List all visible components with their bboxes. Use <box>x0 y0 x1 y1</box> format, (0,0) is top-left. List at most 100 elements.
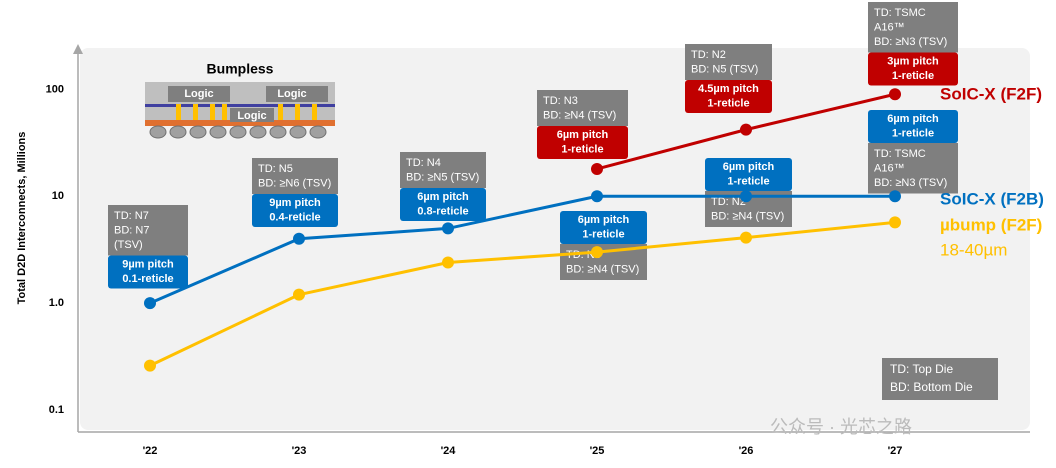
pitch-box <box>252 194 338 227</box>
info-text: BD: N7 <box>114 225 149 237</box>
info-text: TD: N4 <box>406 157 441 169</box>
point <box>144 359 156 372</box>
pitch-text: 3µm pitch <box>887 56 939 68</box>
info-text: BD: ≥N5 (TSV) <box>406 172 479 184</box>
point <box>144 297 156 310</box>
info-text: TD: N3 <box>543 95 578 107</box>
pitch-text: 1-reticle <box>892 70 934 82</box>
point <box>889 216 901 229</box>
info-text: TD: N2 <box>711 196 746 208</box>
y-tick-label: 10 <box>52 190 64 202</box>
info-box <box>400 152 486 188</box>
legend-entry: SoIC-X (F2B) <box>940 189 1044 208</box>
info-box <box>868 2 958 53</box>
x-tick-label: '26 <box>739 445 754 457</box>
inset-vias <box>176 104 317 120</box>
pitch-text: 6µm pitch <box>557 129 609 141</box>
x-tick-label: '22 <box>143 445 158 457</box>
inset-die <box>230 108 274 122</box>
info-text: BD: ≥N3 (TSV) <box>874 177 947 189</box>
x-tick-label: '24 <box>441 445 457 457</box>
pitch-box <box>560 211 647 244</box>
pitch-box <box>537 126 628 159</box>
y-axis-arrow <box>73 44 83 54</box>
pitch-text: 9µm pitch <box>269 197 321 209</box>
pitch-text: 6µm pitch <box>578 214 630 226</box>
pitch-box <box>108 255 188 289</box>
pitch-text: 1-reticle <box>582 229 624 241</box>
info-text: BD: ≥N4 (TSV) <box>711 211 784 223</box>
point <box>293 288 305 301</box>
pitch-text: 6µm pitch <box>723 161 775 173</box>
info-box <box>868 143 958 194</box>
legend-note: 18-40µm <box>940 240 1007 259</box>
pitch-text: 0.8-reticle <box>417 206 468 218</box>
info-box <box>685 44 772 80</box>
info-text: TD: N2 <box>691 49 726 61</box>
info-text: BD: ≥N3 (TSV) <box>874 36 947 48</box>
point <box>442 256 454 269</box>
info-text: (TSV) <box>114 239 143 251</box>
info-box <box>252 158 338 194</box>
inset-layer <box>145 104 335 107</box>
point <box>740 123 752 136</box>
y-tick-label: 0.1 <box>49 404 64 416</box>
point <box>591 246 603 259</box>
pitch-text: 1-reticle <box>727 176 769 188</box>
pitch-box <box>868 52 958 86</box>
key-text: TD: Top Die <box>890 362 953 376</box>
pitch-text: 9µm pitch <box>122 259 174 271</box>
point <box>293 232 305 245</box>
info-text: A16™ <box>874 163 905 175</box>
legend-entry: SoIC-X (F2F) <box>940 84 1042 103</box>
key-text: BD: Bottom Die <box>890 380 973 394</box>
pitch-box <box>685 80 772 113</box>
key-box <box>882 358 998 400</box>
info-text: A16™ <box>874 22 905 34</box>
series-line <box>149 194 895 305</box>
pitch-text: 6µm pitch <box>887 113 939 125</box>
info-text: TD: N7 <box>114 210 149 222</box>
info-text: BD: ≥N4 (TSV) <box>543 110 616 122</box>
pitch-text: 1-reticle <box>561 144 603 156</box>
point <box>740 190 752 203</box>
pitch-text: 1-reticle <box>892 128 934 140</box>
info-box <box>537 90 628 126</box>
point <box>442 222 454 235</box>
inset: Bumpless Logic Logic Logic <box>145 61 335 139</box>
pitch-box <box>400 188 486 221</box>
inset-label: Logic <box>184 88 213 100</box>
info-text: TD: TSMC <box>874 7 926 19</box>
inset-balls <box>149 125 327 139</box>
point <box>740 231 752 244</box>
info-text: BD: N5 (TSV) <box>691 64 758 76</box>
point <box>591 190 603 203</box>
x-tick-label: '27 <box>888 445 903 457</box>
y-axis-title: Total D2D Interconnects, Millions <box>16 132 28 305</box>
info-text: BD: ≥N6 (TSV) <box>258 178 331 190</box>
plot-background <box>80 48 1030 430</box>
inset-die <box>266 86 328 102</box>
info-text: TD: N5 <box>258 163 293 175</box>
x-tick-label: '23 <box>292 445 307 457</box>
info-box <box>108 205 188 256</box>
x-tick-label: '25 <box>590 445 605 457</box>
y-tick-label: 1.0 <box>49 297 64 309</box>
series-line <box>149 220 896 368</box>
point <box>591 162 603 175</box>
pitch-text: 0.4-reticle <box>269 212 320 224</box>
watermark: 公众号 · 光芯之路 <box>770 417 912 437</box>
pitch-text: 6µm pitch <box>417 191 469 203</box>
inset-label: Logic <box>237 110 266 122</box>
pitch-box <box>868 110 958 143</box>
inset-die <box>168 86 230 102</box>
inset-title: Bumpless <box>207 61 274 77</box>
info-text: TD: TSMC <box>874 148 926 160</box>
pitch-text: 1-reticle <box>707 98 749 110</box>
y-tick-label: 100 <box>46 83 64 95</box>
pitch-text: 0.1-reticle <box>122 273 173 285</box>
inset-label: Logic <box>277 88 306 100</box>
inset-layer <box>145 120 335 126</box>
legend-entry: µbump (F2F) <box>940 215 1042 234</box>
